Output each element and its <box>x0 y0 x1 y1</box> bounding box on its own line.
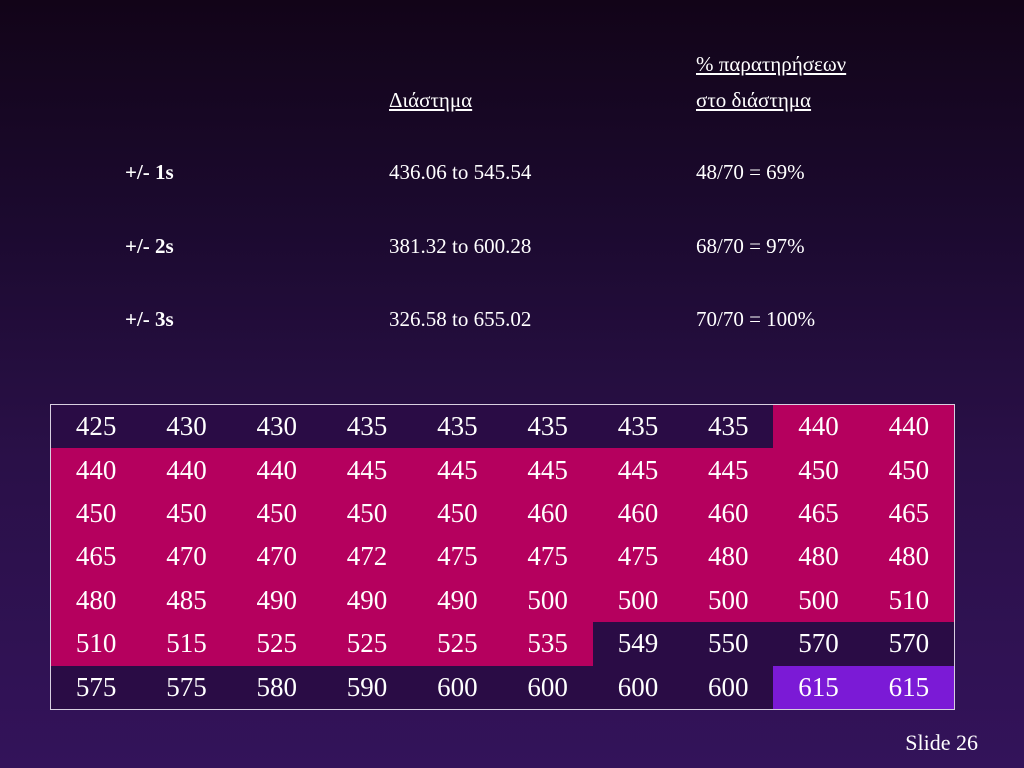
grid-cell: 445 <box>502 448 593 492</box>
row-interval-2s: 381.32 to 600.28 <box>389 234 532 258</box>
row-pct-3s: 70/70 = 100% <box>696 307 816 331</box>
grid-cell: 510 <box>863 578 954 623</box>
observations-grid: 425 430 430 435 435 435 435 435 440 440 440 440 440 4… <box>50 404 955 710</box>
grid-cell: 465 <box>863 491 954 536</box>
grid-cell: 460 <box>592 491 684 536</box>
grid-cell: 450 <box>51 491 142 536</box>
grid-cell: 600 <box>502 665 593 709</box>
grid-cell: 600 <box>592 665 684 709</box>
grid-cell: 550 <box>683 622 774 666</box>
grid-cell: 460 <box>502 491 593 536</box>
grid-cell: 450 <box>863 448 954 492</box>
grid-cell: 485 <box>141 578 232 623</box>
grid-cell: 480 <box>683 535 774 579</box>
grid-cell: 465 <box>51 535 142 579</box>
grid-cell: 450 <box>231 491 322 536</box>
grid-cell: 450 <box>412 491 503 536</box>
grid-cell: 575 <box>141 665 232 709</box>
grid-cell: 535 <box>502 622 593 666</box>
row-interval-3s: 326.58 to 655.02 <box>389 307 532 331</box>
row-label-1s: +/- 1s <box>125 160 174 184</box>
grid-cell: 435 <box>321 405 413 449</box>
grid-cell: 445 <box>412 448 503 492</box>
row-label-2s: +/- 2s <box>125 234 174 258</box>
grid-cell: 472 <box>321 535 413 579</box>
grid-cell: 435 <box>502 405 593 449</box>
grid-cell: 435 <box>592 405 684 449</box>
grid-cell: 515 <box>141 622 232 666</box>
grid-cell: 470 <box>231 535 322 579</box>
grid-cell: 500 <box>592 578 684 623</box>
grid-cell: 475 <box>502 535 593 579</box>
grid-cell: 440 <box>51 448 142 492</box>
grid-cell: 549 <box>592 622 684 666</box>
grid-cell: 615 <box>773 665 864 709</box>
grid-cell: 450 <box>773 448 864 492</box>
grid-cell: 570 <box>773 622 864 666</box>
grid-cell: 570 <box>863 622 954 666</box>
grid-cell: 440 <box>231 448 322 492</box>
grid-cell: 480 <box>863 535 954 579</box>
grid-cell: 525 <box>412 622 503 666</box>
grid-cell: 470 <box>141 535 232 579</box>
grid-cell: 435 <box>412 405 503 449</box>
row-pct-1s: 48/70 = 69% <box>696 160 805 184</box>
grid-cell: 445 <box>683 448 774 492</box>
grid-cell: 440 <box>141 448 232 492</box>
grid-cell: 575 <box>51 665 142 709</box>
grid-cell: 525 <box>321 622 413 666</box>
grid-cell: 450 <box>141 491 232 536</box>
grid-cell: 425 <box>51 405 142 449</box>
grid-cell: 525 <box>231 622 322 666</box>
pct-header-line1: % παρατηρήσεων <box>696 52 847 76</box>
grid-cell: 430 <box>141 405 232 449</box>
grid-cell: 480 <box>773 535 864 579</box>
grid-cell: 450 <box>321 491 413 536</box>
row-label-3s: +/- 3s <box>125 307 174 331</box>
grid-cell: 490 <box>231 578 322 623</box>
grid-cell: 465 <box>773 491 864 536</box>
grid-cell: 445 <box>592 448 684 492</box>
grid-cell: 615 <box>863 665 954 709</box>
pct-header-line2: στο διάστημα <box>696 88 812 112</box>
grid-cell: 500 <box>502 578 593 623</box>
grid-cell: 500 <box>773 578 864 623</box>
grid-cell: 580 <box>231 665 322 709</box>
row-interval-1s: 436.06 to 545.54 <box>389 160 532 184</box>
grid-cell: 490 <box>412 578 503 623</box>
slide-number: Slide 26 <box>905 730 978 755</box>
grid-cell: 590 <box>321 665 413 709</box>
grid-cell: 445 <box>321 448 413 492</box>
grid-cell: 475 <box>412 535 503 579</box>
grid-cell: 430 <box>231 405 322 449</box>
grid-cell: 440 <box>863 405 954 449</box>
grid-cell: 600 <box>412 665 503 709</box>
grid-cell: 460 <box>683 491 774 536</box>
interval-header: Διάστημα <box>389 88 473 112</box>
grid-cell: 510 <box>51 622 142 666</box>
row-pct-2s: 68/70 = 97% <box>696 234 805 258</box>
grid-cell: 475 <box>592 535 684 579</box>
grid-cell: 480 <box>51 578 142 623</box>
grid-cell: 500 <box>683 578 774 623</box>
grid-cell: 490 <box>321 578 413 623</box>
grid-cell: 600 <box>683 665 774 709</box>
grid-cell: 440 <box>773 405 864 449</box>
grid-cell: 435 <box>683 405 774 449</box>
